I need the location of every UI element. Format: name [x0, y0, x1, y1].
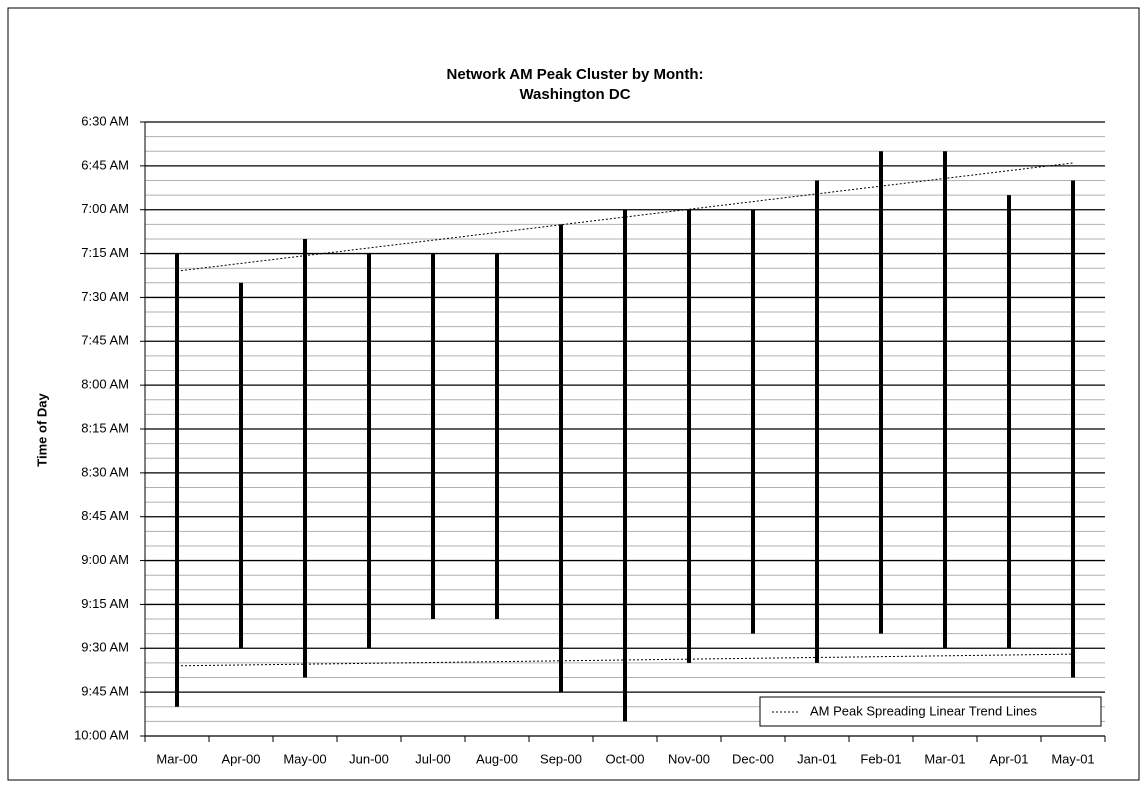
y-tick-label: 6:45 AM: [81, 157, 129, 172]
x-tick-label: Nov-00: [668, 751, 710, 766]
x-tick-label: Feb-01: [860, 751, 901, 766]
chart-title: Network AM Peak Cluster by Month:: [447, 66, 704, 83]
x-tick-label: Apr-01: [989, 751, 1028, 766]
y-tick-label: 7:15 AM: [81, 245, 129, 260]
y-tick-label: 10:00 AM: [74, 727, 129, 742]
x-tick-label: Sep-00: [540, 751, 582, 766]
y-axis-label: Time of Day: [34, 393, 49, 467]
y-tick-label: 8:45 AM: [81, 508, 129, 523]
y-tick-label: 8:00 AM: [81, 377, 129, 392]
x-tick-label: Jul-00: [415, 751, 450, 766]
x-tick-label: Jun-00: [349, 751, 389, 766]
y-tick-label: 8:30 AM: [81, 464, 129, 479]
y-tick-label: 8:15 AM: [81, 420, 129, 435]
y-tick-label: 7:00 AM: [81, 201, 129, 216]
x-tick-label: Oct-00: [605, 751, 644, 766]
x-tick-label: Apr-00: [221, 751, 260, 766]
x-tick-label: May-00: [283, 751, 326, 766]
y-tick-label: 9:45 AM: [81, 684, 129, 699]
legend-box: [759, 696, 1102, 727]
x-tick-label: Dec-00: [732, 751, 774, 766]
x-tick-label: Aug-00: [476, 751, 518, 766]
x-tick-label: May-01: [1051, 751, 1094, 766]
trend-line: [176, 162, 1074, 272]
x-tick-label: Jan-01: [797, 751, 837, 766]
x-tick-label: Mar-00: [156, 751, 197, 766]
y-tick-label: 9:15 AM: [81, 596, 129, 611]
x-tick-label: Mar-01: [924, 751, 965, 766]
chart-title: Washington DC: [519, 86, 630, 103]
y-tick-label: 7:30 AM: [81, 289, 129, 304]
y-tick-label: 9:30 AM: [81, 640, 129, 655]
legend-label: AM Peak Spreading Linear Trend Lines: [810, 703, 1037, 718]
trend-line: [176, 653, 1074, 667]
y-tick-label: 9:00 AM: [81, 552, 129, 567]
y-tick-label: 7:45 AM: [81, 333, 129, 348]
y-tick-label: 6:30 AM: [81, 113, 129, 128]
